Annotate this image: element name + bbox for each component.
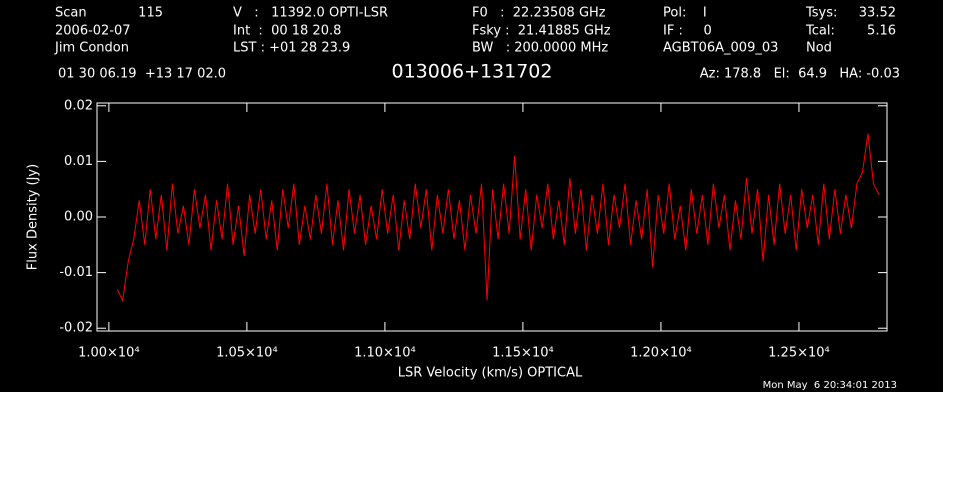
y-axis-label: Flux Density (Jy) xyxy=(26,164,41,270)
spectrum-line xyxy=(116,133,880,303)
tcal: 5.16 xyxy=(867,24,896,39)
bandwidth: BW : 200.0000 MHz xyxy=(472,41,608,56)
if: IF : 0 xyxy=(663,24,712,39)
sky-frequency: Fsky : 21.41885 GHz xyxy=(472,24,611,39)
x-tick-label: 1.10×10⁴ xyxy=(354,346,416,361)
polarization: Pol: I xyxy=(663,6,707,21)
x-tick-label: 1.00×10⁴ xyxy=(78,346,140,361)
integration: Int : 00 18 20.8 xyxy=(233,24,341,39)
rest-frequency: F0 : 22.23508 GHz xyxy=(472,6,606,21)
tsys-label: Tsys: xyxy=(805,6,837,21)
project: AGBT06A_009_03 xyxy=(663,41,778,56)
y-tick-label: -0.01 xyxy=(59,265,93,280)
lst: LST : +01 28 23.9 xyxy=(233,41,350,56)
x-tick-label: 1.20×10⁴ xyxy=(630,346,692,361)
procedure: Nod xyxy=(806,41,832,56)
coordinates: 01 30 06.19 +13 17 02.0 xyxy=(58,67,226,82)
scan-label: Scan xyxy=(55,6,87,21)
velocity: V : 11392.0 OPTI-LSR xyxy=(233,6,388,21)
y-tick-label: -0.02 xyxy=(59,321,93,336)
tcal-label: Tcal: xyxy=(805,24,835,39)
y-tick-label: 0.01 xyxy=(64,154,93,169)
x-tick-label: 1.15×10⁴ xyxy=(492,346,554,361)
timestamp: Mon May 6 20:34:01 2013 xyxy=(763,380,897,391)
y-tick-label: 0.00 xyxy=(64,210,93,225)
plot-background xyxy=(0,0,943,392)
az-el-ha: Az: 178.8 El: 64.9 HA: -0.03 xyxy=(700,67,900,82)
observer: Jim Condon xyxy=(54,41,129,56)
tsys: 33.52 xyxy=(859,6,896,21)
y-tick-label: 0.02 xyxy=(64,98,93,113)
x-axis-label: LSR Velocity (km/s) OPTICAL xyxy=(398,366,583,381)
x-tick-label: 1.05×10⁴ xyxy=(216,346,278,361)
x-tick-label: 1.25×10⁴ xyxy=(768,346,830,361)
date: 2006-02-07 xyxy=(55,24,131,39)
chart-title: 013006+131702 xyxy=(392,61,553,83)
scan-number: 115 xyxy=(138,6,163,21)
